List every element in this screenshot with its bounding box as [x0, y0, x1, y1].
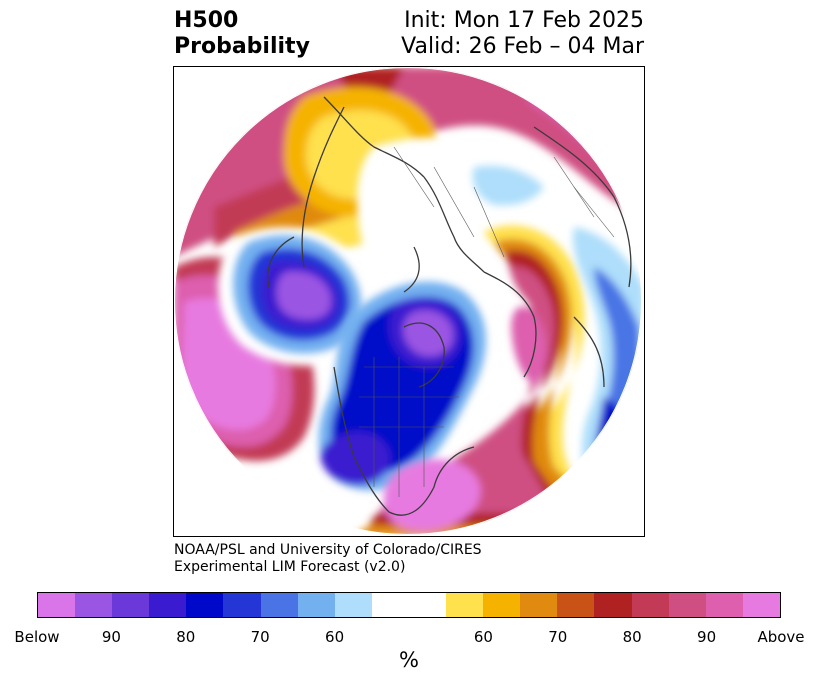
colorbar-unit: %: [399, 648, 419, 672]
projection-edge: [174, 67, 642, 535]
colorbar-segment: [371, 593, 447, 617]
credit-line-1: NOAA/PSL and University of Colorado/CIRE…: [174, 542, 482, 558]
title-line-2: Probability: [174, 34, 310, 59]
colorbar-tick-label: 80: [622, 628, 642, 646]
colorbar-segment: [668, 593, 706, 617]
colorbar-segment: [557, 593, 595, 617]
colorbar-tick-label: 90: [101, 628, 121, 646]
colorbar-segment: [186, 593, 224, 617]
coastlines: [267, 96, 632, 516]
borders: [359, 146, 615, 497]
colorbar-segment: [297, 593, 335, 617]
colorbar-segment: [260, 593, 298, 617]
colorbar: [37, 592, 781, 618]
colorbar-segment: [520, 593, 558, 617]
colorbar-segment: [334, 593, 372, 617]
credit-text: NOAA/PSL and University of Colorado/CIRE…: [174, 542, 482, 576]
colorbar-tick-label: 90: [697, 628, 717, 646]
credit-line-2: Experimental LIM Forecast (v2.0): [174, 559, 406, 575]
colorbar-tick-label: 80: [176, 628, 196, 646]
colorbar-segment: [483, 593, 521, 617]
colorbar-tick-label: 70: [250, 628, 270, 646]
valid-date: Valid: 26 Feb – 04 Mar: [401, 34, 644, 59]
colorbar-segment: [446, 593, 484, 617]
colorbar-segment: [223, 593, 261, 617]
colorbar-segment: [594, 593, 632, 617]
title-line-1: H500: [174, 8, 239, 33]
probability-map: [174, 67, 642, 535]
init-date: Init: Mon 17 Feb 2025: [404, 8, 644, 33]
colorbar-segment: [75, 593, 113, 617]
map-panel: [173, 66, 645, 537]
forecast-dates: Init: Mon 17 Feb 2025 Valid: 26 Feb – 04…: [401, 8, 644, 60]
colorbar-tick-label: 70: [548, 628, 568, 646]
colorbar-tick-label: Above: [757, 628, 805, 646]
colorbar-tick-label: 60: [325, 628, 345, 646]
colorbar-segment: [149, 593, 187, 617]
map-title: H500 Probability: [174, 8, 310, 60]
colorbar-tick-label: Below: [14, 628, 60, 646]
colorbar-segment: [742, 593, 780, 617]
colorbar-tick-label: 60: [473, 628, 493, 646]
colorbar-segment: [112, 593, 150, 617]
colorbar-segment: [631, 593, 669, 617]
colorbar-segment: [38, 593, 76, 617]
colorbar-segment: [705, 593, 743, 617]
